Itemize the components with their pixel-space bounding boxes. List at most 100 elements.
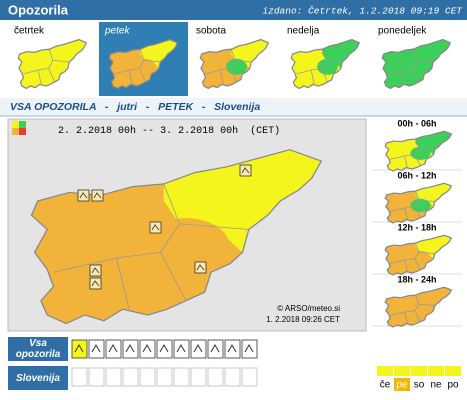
header-bar [0, 0, 467, 20]
region-border [139, 68, 146, 83]
country-outline [199, 38, 270, 90]
day-abbr-cell[interactable] [377, 378, 393, 391]
region-border [401, 69, 406, 85]
warning-icon [89, 277, 102, 290]
heading-region: Slovenija [214, 101, 260, 113]
region-border [160, 252, 187, 301]
heading-sep: - [202, 101, 206, 113]
region-icon[interactable] [190, 367, 207, 387]
day-swatch [428, 366, 444, 376]
region-border [321, 68, 328, 83]
day-label[interactable]: ponedeljek [378, 26, 427, 37]
warning-type-icon[interactable] [156, 339, 173, 359]
warning-glyph [196, 264, 205, 271]
region-map [384, 234, 453, 276]
region-map [384, 130, 453, 172]
warning-icon [194, 261, 207, 274]
period-label: 00h - 06h [397, 118, 436, 128]
region-map [384, 182, 453, 224]
legend-swatch [12, 128, 19, 135]
warning-type-icon[interactable] [122, 339, 139, 359]
region-icon[interactable] [241, 367, 258, 387]
day-abbr-cell[interactable] [411, 378, 427, 391]
day-abbr[interactable]: ne [430, 380, 442, 391]
region-border [390, 206, 415, 212]
day-abbr-cell[interactable] [394, 378, 410, 391]
region-border [205, 67, 231, 75]
warning-type-icon[interactable] [71, 339, 88, 359]
day-abbr-cell[interactable] [428, 378, 444, 391]
region-border [414, 206, 421, 218]
warning-glyph [241, 167, 250, 174]
region-icon[interactable] [139, 367, 156, 387]
warning-icon [89, 264, 102, 277]
region-map [108, 38, 179, 90]
region-border [418, 147, 435, 150]
warning-type-icon[interactable] [190, 339, 207, 359]
region-border [143, 59, 161, 63]
day-abbr[interactable]: so [414, 380, 425, 391]
day-label[interactable]: nedelja [287, 26, 320, 37]
warning-icon [239, 164, 252, 177]
warning-glyph [91, 267, 100, 274]
warning-glyph [151, 224, 160, 231]
country-outline [384, 286, 453, 328]
day-swatch [394, 366, 410, 376]
day-label[interactable]: petek [104, 26, 130, 37]
country-outline [384, 130, 453, 172]
region-border [418, 199, 435, 202]
day-abbr-cell[interactable] [445, 378, 461, 391]
warning-type-icon[interactable] [207, 339, 224, 359]
heading-all: VSA OPOZORILA [10, 101, 96, 113]
region-border [390, 258, 415, 264]
warning-type-icon[interactable] [105, 339, 122, 359]
warning-icon [91, 189, 104, 202]
country-outline [381, 38, 452, 90]
warning-type-glyph [108, 343, 118, 353]
region-border [404, 259, 408, 272]
region-border [128, 69, 133, 85]
region-icon[interactable] [207, 367, 224, 387]
region-icon[interactable] [105, 367, 122, 387]
region-icon[interactable] [224, 367, 241, 387]
period: 2. 2.2018 00h -- 3. 2.2018 00h (CET) [58, 125, 280, 137]
region-map [199, 38, 270, 90]
region-icon[interactable] [173, 367, 190, 387]
region-border [37, 69, 42, 85]
region-border [412, 68, 419, 83]
heading-day: PETEK [158, 101, 194, 113]
heading-sep: - [146, 101, 150, 113]
country-outline [290, 38, 361, 90]
region-border [179, 223, 249, 230]
region-label: Slovenija [8, 366, 68, 390]
region-icon[interactable] [88, 367, 105, 387]
day-abbr[interactable]: po [447, 380, 459, 391]
heading-sep: - [105, 101, 109, 113]
day-swatch [411, 366, 427, 376]
timestamp: 1. 2.2018 09:26 CET [266, 315, 340, 324]
warning-type-icon[interactable] [139, 339, 156, 359]
day-label[interactable]: sobota [196, 26, 226, 37]
region-icon[interactable] [122, 367, 139, 387]
warning-type-glyph [125, 343, 135, 353]
day-label[interactable]: četrtek [14, 26, 45, 37]
region-border [404, 155, 408, 168]
region-icon[interactable] [156, 367, 173, 387]
legend-swatch [19, 121, 26, 128]
warning-type-glyph [210, 343, 220, 353]
day-abbr[interactable]: če [380, 380, 391, 391]
region-border [219, 69, 224, 85]
day-abbr[interactable]: pe [395, 380, 408, 391]
warning-type-icon[interactable] [88, 339, 105, 359]
warning-type-icon[interactable] [224, 339, 241, 359]
warning-type-icon[interactable] [241, 339, 258, 359]
warning-type-icon[interactable] [173, 339, 190, 359]
warning-type-glyph [227, 343, 237, 353]
region-icon[interactable] [71, 367, 88, 387]
warning-type-glyph [176, 343, 186, 353]
region-map [290, 38, 361, 90]
region-border [234, 59, 252, 63]
region-border [52, 59, 70, 63]
page-title: Opozorila [8, 2, 69, 17]
